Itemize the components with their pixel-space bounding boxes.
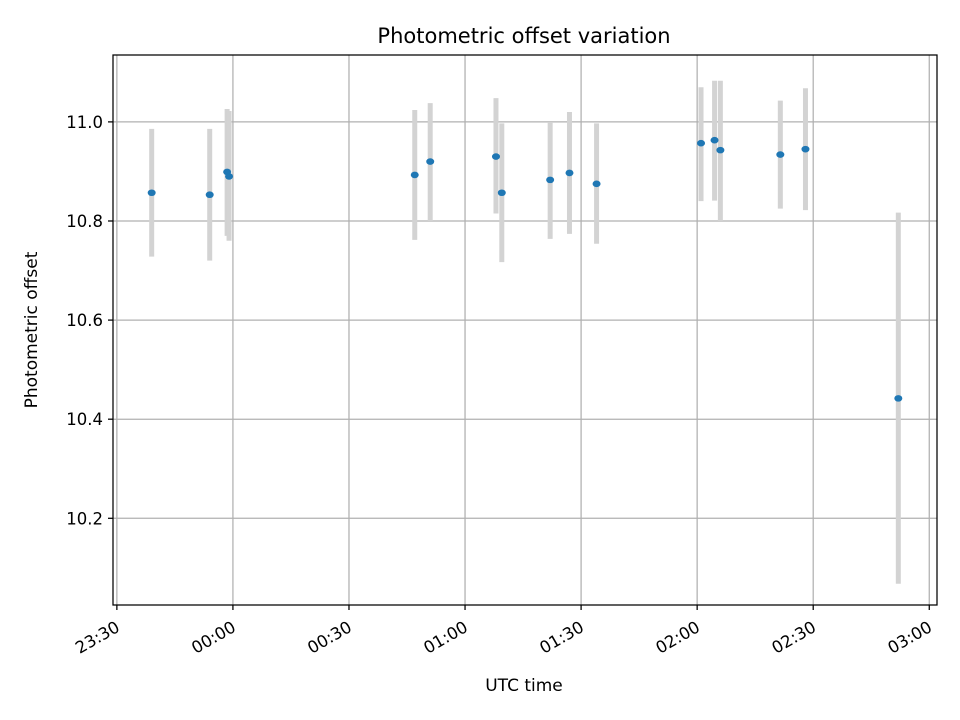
data-points: [147, 136, 903, 402]
y-tick-label: 10.8: [66, 212, 103, 231]
chart-title: Photometric offset variation: [377, 24, 670, 48]
data-point: [497, 189, 506, 197]
y-axis-title: Photometric offset: [22, 251, 42, 408]
data-point: [147, 189, 156, 197]
data-point: [225, 173, 234, 180]
data-point: [716, 146, 725, 154]
y-tick-label: 10.2: [66, 509, 103, 528]
y-tick-label: 10.6: [66, 311, 103, 330]
y-axis-ticks: 10.2 10.4 10.6 10.8 11.0: [66, 113, 113, 528]
data-point: [426, 158, 435, 165]
data-point: [491, 153, 500, 160]
data-point: [205, 191, 214, 199]
data-point: [710, 136, 719, 144]
data-point: [410, 171, 419, 179]
data-point: [546, 176, 555, 184]
y-tick-label: 11.0: [66, 113, 103, 132]
data-point: [801, 145, 810, 153]
data-point: [565, 169, 574, 177]
data-point: [592, 180, 601, 188]
y-tick-label: 10.4: [66, 410, 103, 429]
data-point: [697, 139, 706, 147]
data-point: [894, 395, 903, 402]
data-point: [776, 151, 785, 158]
plot-frame: [112, 54, 938, 606]
grid-lines: [113, 55, 937, 605]
x-axis-title: UTC time: [485, 676, 563, 696]
